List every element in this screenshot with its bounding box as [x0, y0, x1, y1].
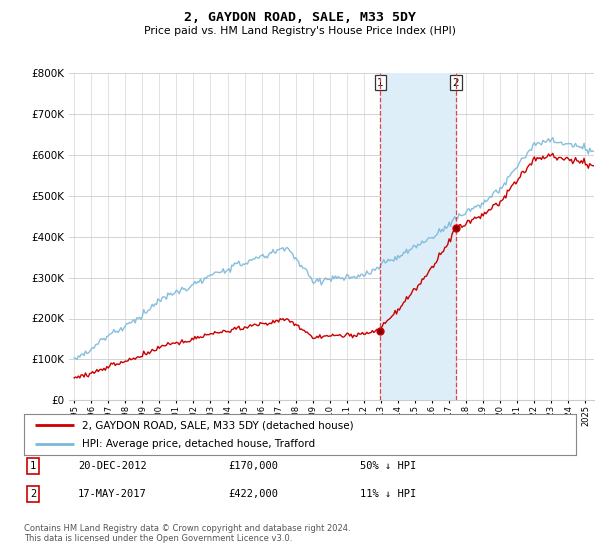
Text: 2: 2: [30, 489, 36, 499]
Text: 50% ↓ HPI: 50% ↓ HPI: [360, 461, 416, 471]
Text: 17-MAY-2017: 17-MAY-2017: [78, 489, 147, 499]
Bar: [380, 73, 455, 400]
Text: 2, GAYDON ROAD, SALE, M33 5DY: 2, GAYDON ROAD, SALE, M33 5DY: [184, 11, 416, 24]
Text: 2, GAYDON ROAD, SALE, M33 5DY (detached house): 2, GAYDON ROAD, SALE, M33 5DY (detached …: [82, 421, 353, 430]
Text: 1: 1: [30, 461, 36, 471]
Text: Contains HM Land Registry data © Crown copyright and database right 2024.: Contains HM Land Registry data © Crown c…: [24, 524, 350, 533]
Text: HPI: Average price, detached house, Trafford: HPI: Average price, detached house, Traf…: [82, 439, 315, 449]
Text: £170,000: £170,000: [228, 461, 278, 471]
Text: £422,000: £422,000: [228, 489, 278, 499]
Text: Price paid vs. HM Land Registry's House Price Index (HPI): Price paid vs. HM Land Registry's House …: [144, 26, 456, 36]
Text: This data is licensed under the Open Government Licence v3.0.: This data is licensed under the Open Gov…: [24, 534, 292, 543]
Text: 2: 2: [452, 78, 459, 88]
Text: 1: 1: [377, 78, 384, 88]
Text: 11% ↓ HPI: 11% ↓ HPI: [360, 489, 416, 499]
Text: 20-DEC-2012: 20-DEC-2012: [78, 461, 147, 471]
